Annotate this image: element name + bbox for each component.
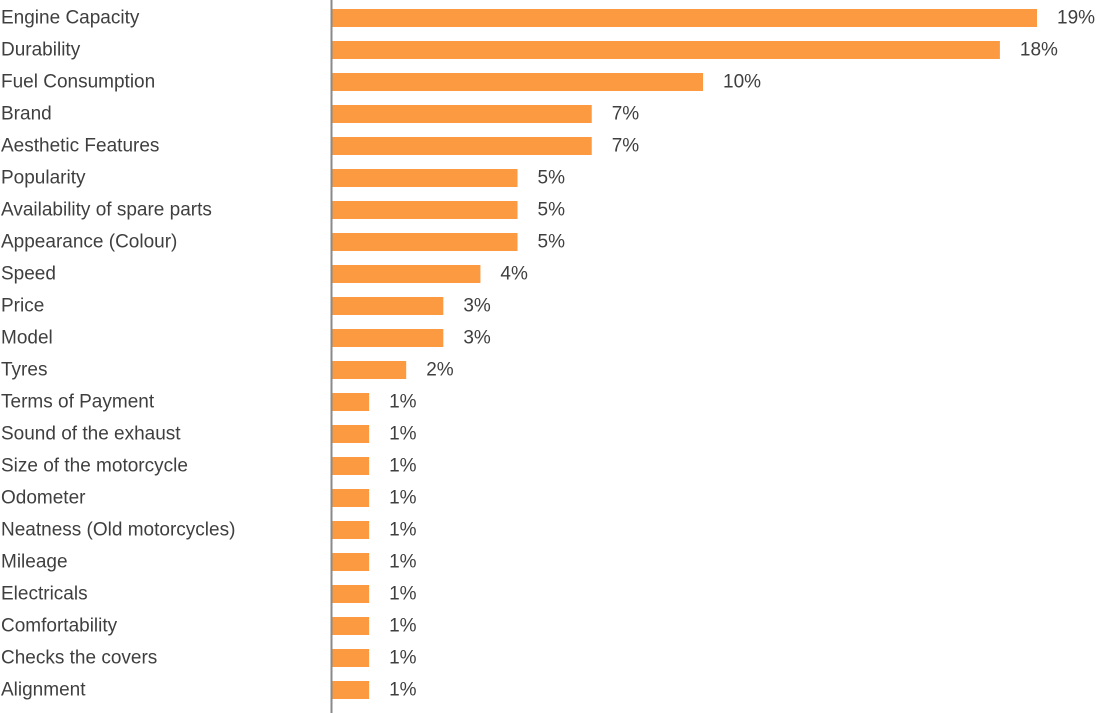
bar-availability-of-spare-parts xyxy=(332,201,518,219)
bar-neatness-old-motorcycles xyxy=(332,521,370,539)
bar-model xyxy=(332,329,444,347)
category-label-fuel-consumption: Fuel Consumption xyxy=(1,72,155,93)
category-label-model: Model xyxy=(1,328,53,349)
bar-aesthetic-features xyxy=(332,137,592,155)
bar-popularity xyxy=(332,169,518,187)
value-label-electricals: 1% xyxy=(389,584,417,605)
value-label-checks-the-covers: 1% xyxy=(389,648,417,669)
category-label-electricals: Electricals xyxy=(1,584,88,605)
bar-durability xyxy=(332,41,1000,59)
value-label-price: 3% xyxy=(463,296,491,317)
value-label-odometer: 1% xyxy=(389,488,417,509)
category-label-sound-of-the-exhaust: Sound of the exhaust xyxy=(1,424,181,445)
value-label-popularity: 5% xyxy=(538,168,566,189)
bar-tyres xyxy=(332,361,407,379)
category-label-aesthetic-features: Aesthetic Features xyxy=(1,136,159,157)
category-label-terms-of-payment: Terms of Payment xyxy=(1,392,155,413)
category-label-alignment: Alignment xyxy=(1,680,86,701)
category-label-appearance-colour: Appearance (Colour) xyxy=(1,232,177,253)
bar-size-of-the-motorcycle xyxy=(332,457,370,475)
bar-terms-of-payment xyxy=(332,393,370,411)
bar-sound-of-the-exhaust xyxy=(332,425,370,443)
category-label-price: Price xyxy=(1,296,44,317)
value-label-model: 3% xyxy=(463,328,491,349)
category-label-popularity: Popularity xyxy=(1,168,86,189)
bar-electricals xyxy=(332,585,370,603)
category-label-tyres: Tyres xyxy=(1,360,47,381)
bar-price xyxy=(332,297,444,315)
bar-odometer xyxy=(332,489,370,507)
category-label-mileage: Mileage xyxy=(1,552,68,573)
category-labels-group: Engine Capacity Durability Fuel Consumptio… xyxy=(1,8,235,701)
category-label-brand: Brand xyxy=(1,104,52,125)
category-label-size-of-the-motorcycle: Size of the motorcycle xyxy=(1,456,188,477)
bar-brand xyxy=(332,105,592,123)
bar-checks-the-covers xyxy=(332,649,370,667)
value-label-tyres: 2% xyxy=(426,360,454,381)
value-label-sound-of-the-exhaust: 1% xyxy=(389,424,417,445)
bar-appearance-colour xyxy=(332,233,518,251)
value-label-speed: 4% xyxy=(500,264,528,285)
value-label-size-of-the-motorcycle: 1% xyxy=(389,456,417,477)
category-label-speed: Speed xyxy=(1,264,56,285)
category-label-durability: Durability xyxy=(1,40,81,61)
bar-engine-capacity xyxy=(332,9,1037,27)
value-label-mileage: 1% xyxy=(389,552,417,573)
value-labels-group: 19% 18% 10% 7% 7% 5% 5% 5% 4% 3% 3% 2% 1% 1% 1% 1% 1% 1% 1… xyxy=(389,8,1095,701)
value-label-availability-of-spare-parts: 5% xyxy=(538,200,566,221)
bar-comfortability xyxy=(332,617,370,635)
value-label-brand: 7% xyxy=(612,104,640,125)
value-label-neatness-old-motorcycles: 1% xyxy=(389,520,417,541)
category-label-comfortability: Comfortability xyxy=(1,616,118,637)
category-label-availability-of-spare-parts: Availability of spare parts xyxy=(1,200,212,221)
bars-group xyxy=(332,9,1037,699)
value-label-alignment: 1% xyxy=(389,680,417,701)
value-label-aesthetic-features: 7% xyxy=(612,136,640,157)
bar-alignment xyxy=(332,681,370,699)
value-label-terms-of-payment: 1% xyxy=(389,392,417,413)
bar-fuel-consumption xyxy=(332,73,704,91)
category-label-checks-the-covers: Checks the covers xyxy=(1,648,157,669)
category-label-engine-capacity: Engine Capacity xyxy=(1,8,140,29)
bar-speed xyxy=(332,265,481,283)
category-label-odometer: Odometer xyxy=(1,488,86,509)
category-label-neatness-old-motorcycles: Neatness (Old motorcycles) xyxy=(1,520,235,541)
value-label-fuel-consumption: 10% xyxy=(723,72,761,93)
value-label-appearance-colour: 5% xyxy=(538,232,566,253)
value-label-engine-capacity: 19% xyxy=(1057,8,1095,29)
bar-mileage xyxy=(332,553,370,571)
value-label-comfortability: 1% xyxy=(389,616,417,637)
value-label-durability: 18% xyxy=(1020,40,1058,61)
